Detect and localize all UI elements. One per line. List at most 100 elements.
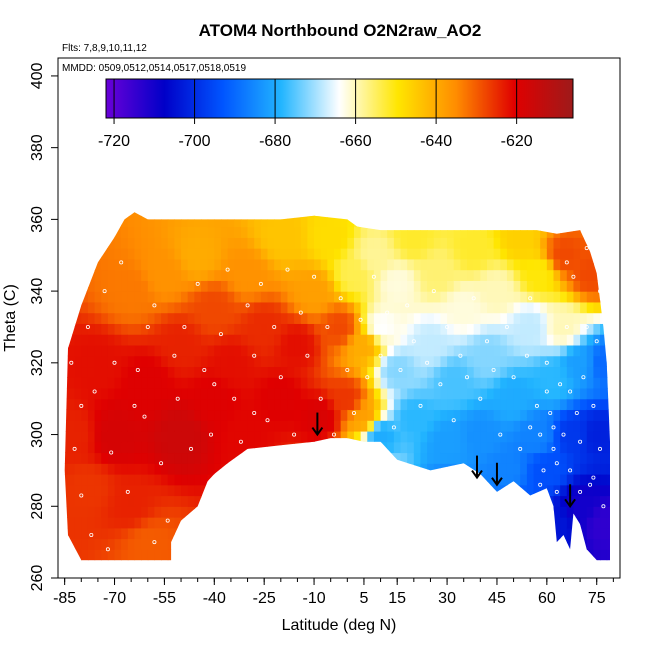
heatmap-cell <box>373 430 382 443</box>
heatmap-cell <box>566 517 575 529</box>
heatmap-cell <box>314 366 322 378</box>
heatmap-cell <box>207 237 215 249</box>
heatmap-cell <box>513 495 521 507</box>
heatmap-cell <box>220 409 229 421</box>
heatmap-cell <box>327 280 335 292</box>
heatmap-cell <box>240 420 249 432</box>
heatmap-cell <box>327 560 335 561</box>
heatmap-cell <box>67 506 76 518</box>
heatmap-cell <box>227 452 235 464</box>
sample-point <box>418 403 423 408</box>
heatmap-cell <box>141 506 149 518</box>
heatmap-cell <box>580 355 588 368</box>
heatmap-cell <box>560 215 568 228</box>
heatmap-cell <box>553 215 561 228</box>
heatmap-cell <box>360 430 368 443</box>
heatmap-cell <box>453 212 461 217</box>
heatmap-cell <box>74 355 82 368</box>
heatmap-cell <box>181 366 189 378</box>
heatmap-cell <box>294 258 302 271</box>
heatmap-cell <box>141 377 149 389</box>
heatmap-cell <box>227 237 235 249</box>
heatmap-cell <box>340 280 348 292</box>
heatmap-cell <box>214 334 222 346</box>
sample-point <box>245 303 250 308</box>
heatmap-cell <box>600 269 608 281</box>
heatmap-cell <box>540 452 548 464</box>
heatmap-cell <box>174 441 182 454</box>
heatmap-cell <box>254 301 262 314</box>
heatmap-cell <box>64 517 69 529</box>
heatmap-cell <box>194 387 202 400</box>
heatmap-cell <box>161 366 169 378</box>
heatmap-cell <box>127 538 136 550</box>
heatmap-cell <box>141 527 149 540</box>
heatmap-cell <box>427 409 435 421</box>
heatmap-cell <box>187 452 195 464</box>
heatmap-cell <box>74 269 82 281</box>
heatmap-cell <box>134 355 142 368</box>
heatmap-cell <box>486 538 495 550</box>
heatmap-cell <box>560 517 568 529</box>
heatmap-cell <box>440 212 448 217</box>
heatmap-cell <box>586 366 594 378</box>
sample-point <box>298 310 303 315</box>
heatmap-cell <box>101 474 109 486</box>
heatmap-cell <box>294 269 302 281</box>
heatmap-cell <box>121 226 129 238</box>
heatmap-cell <box>114 248 122 260</box>
heatmap-cell <box>493 280 501 292</box>
heatmap-cell <box>87 495 96 507</box>
heatmap-cell <box>127 517 136 529</box>
heatmap-cell <box>593 212 601 217</box>
heatmap-cell <box>493 538 501 550</box>
heatmap-cell <box>254 377 262 389</box>
heatmap-cell <box>254 237 262 249</box>
heatmap-cell <box>387 420 395 432</box>
heatmap-cell <box>74 291 82 303</box>
heatmap-cell <box>420 323 428 335</box>
heatmap-cell <box>467 312 475 324</box>
heatmap-cell <box>540 344 548 357</box>
heatmap-cell <box>467 538 475 550</box>
heatmap-cell <box>141 280 149 292</box>
heatmap-cell <box>400 377 408 389</box>
heatmap-cell <box>373 506 382 518</box>
heatmap-cell <box>533 420 541 432</box>
heatmap-cell <box>380 323 388 335</box>
heatmap-cell <box>74 248 82 260</box>
heatmap-cell <box>447 463 455 475</box>
heatmap-cell <box>560 334 568 346</box>
heatmap-cell <box>433 312 442 324</box>
heatmap-cell <box>107 334 116 346</box>
heatmap-cell <box>533 334 541 346</box>
heatmap-cell <box>174 226 182 238</box>
heatmap-cell <box>64 248 69 260</box>
heatmap-cell <box>274 420 282 432</box>
heatmap-cell <box>294 291 302 303</box>
heatmap-cell <box>433 377 442 389</box>
heatmap-cell <box>453 280 461 292</box>
heatmap-cell <box>287 312 295 324</box>
heatmap-cell <box>486 474 495 486</box>
heatmap-cell <box>360 226 368 238</box>
heatmap-cell <box>373 420 382 432</box>
heatmap-cell <box>141 366 149 378</box>
heatmap-cell <box>300 441 309 454</box>
heatmap-cell <box>141 237 149 249</box>
heatmap-cell <box>81 409 89 421</box>
heatmap-cell <box>174 323 182 335</box>
heatmap-cell <box>526 215 535 228</box>
heatmap-cell <box>526 280 535 292</box>
heatmap-cell <box>473 484 481 497</box>
heatmap-cell <box>606 344 610 357</box>
heatmap-cell <box>247 355 255 368</box>
heatmap-cell <box>373 398 382 411</box>
heatmap-cell <box>300 212 309 217</box>
heatmap-cell <box>493 344 501 357</box>
heatmap-cell <box>167 506 175 518</box>
sample-point <box>142 414 147 419</box>
heatmap-cell <box>533 344 541 357</box>
sample-point <box>568 389 573 394</box>
heatmap-cell <box>493 334 501 346</box>
